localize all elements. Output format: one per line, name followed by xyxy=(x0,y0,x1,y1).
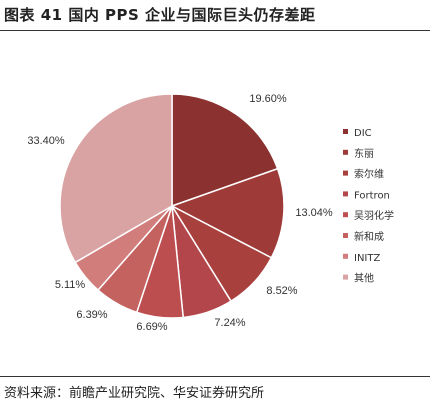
legend-label: 新和成 xyxy=(354,230,384,243)
legend-swatch xyxy=(343,253,348,259)
source-rule xyxy=(0,376,430,377)
pie-chart: 19.60% 13.04% 8.52% 7.24% 6.69% 6.39% 5.11% 33.… xyxy=(27,93,394,333)
legend-label: DIC xyxy=(354,128,372,139)
legend-label: 吴羽化学 xyxy=(354,209,394,222)
pie-slice-8 xyxy=(59,93,173,264)
slice-value-label: 6.39% xyxy=(76,309,107,321)
legend-label: INITZ xyxy=(354,253,380,264)
source-note: 资料来源：前瞻产业研究院、华安证券研究所 xyxy=(4,386,265,401)
legend-label: Fortron xyxy=(354,190,390,201)
legend-swatch xyxy=(343,129,348,134)
slice-value-label: 7.24% xyxy=(214,317,245,329)
slice-value-label: 5.11% xyxy=(55,279,86,291)
pie-slice-2 xyxy=(170,167,285,259)
legend-swatch xyxy=(343,149,348,155)
legend-swatch xyxy=(343,233,348,238)
slice-value-label: 8.52% xyxy=(266,285,297,297)
legend-label: 东丽 xyxy=(354,147,374,160)
title-rule xyxy=(0,30,430,31)
slice-value-label: 6.69% xyxy=(136,321,167,333)
pie-slices xyxy=(59,93,285,319)
slice-value-label: 13.04% xyxy=(295,207,333,219)
slice-value-label: 19.60% xyxy=(249,93,287,105)
legend-label: 其他 xyxy=(354,272,374,285)
slice-labels: 19.60% 13.04% 8.52% 7.24% 6.69% 6.39% 5.11% 33.… xyxy=(27,93,333,333)
slice-value-label: 33.40% xyxy=(27,135,65,147)
legend-swatch xyxy=(343,274,348,280)
legend-swatch xyxy=(343,191,348,197)
legend-label: 索尔维 xyxy=(354,168,384,181)
legend-swatch xyxy=(343,170,348,176)
figure-title: 图表 41 国内 PPS 企业与国际巨头仍存差距 xyxy=(4,6,316,24)
legend-swatch xyxy=(343,212,348,218)
